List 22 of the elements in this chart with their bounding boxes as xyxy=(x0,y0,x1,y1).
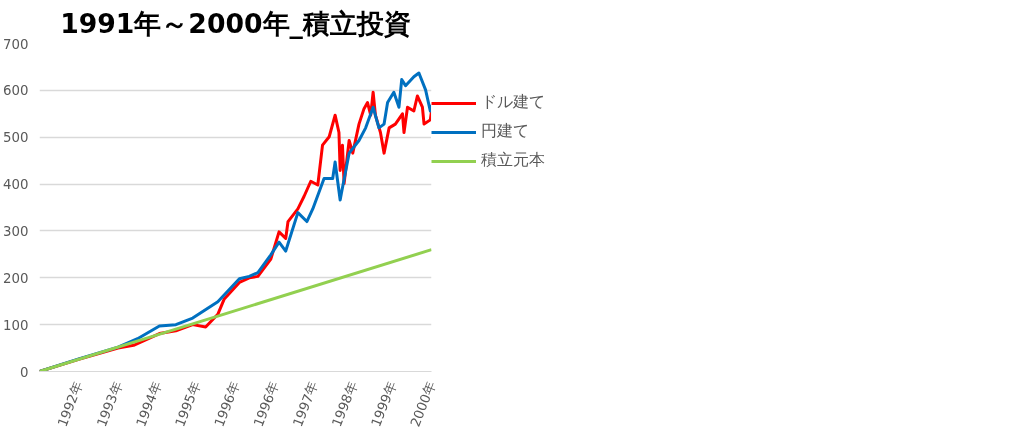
y-tick-label: 100 xyxy=(3,317,29,333)
legend-label: ドル建て xyxy=(481,92,545,113)
y-tick-label: 500 xyxy=(3,130,29,146)
y-tick-label: 200 xyxy=(3,270,29,286)
x-tick-label: 1995年 xyxy=(172,379,204,429)
x-tick-label: 1998年 xyxy=(329,379,361,429)
y-tick-label: 0 xyxy=(20,364,29,380)
x-tick-label: 2000年 xyxy=(407,379,439,429)
x-tick-label: 1994年 xyxy=(133,379,165,429)
x-tick-label: 1992年 xyxy=(54,379,86,429)
legend-label: 積立元本 xyxy=(481,150,545,171)
x-tick-label: 1996年 xyxy=(211,379,243,429)
x-tick-label: 1996年 xyxy=(250,379,282,429)
y-tick-label: 600 xyxy=(3,83,29,99)
y-tick-label: 700 xyxy=(3,36,29,52)
y-tick-label: 400 xyxy=(3,177,29,193)
x-tick-label: 1997年 xyxy=(289,379,321,429)
y-tick-label: 300 xyxy=(3,223,29,239)
x-tick-label: 1999年 xyxy=(368,379,400,429)
legend-label: 円建て xyxy=(481,121,529,142)
chart-title: 1991年～2000年_積立投資 xyxy=(60,7,411,39)
x-tick-label: 1993年 xyxy=(94,379,126,429)
